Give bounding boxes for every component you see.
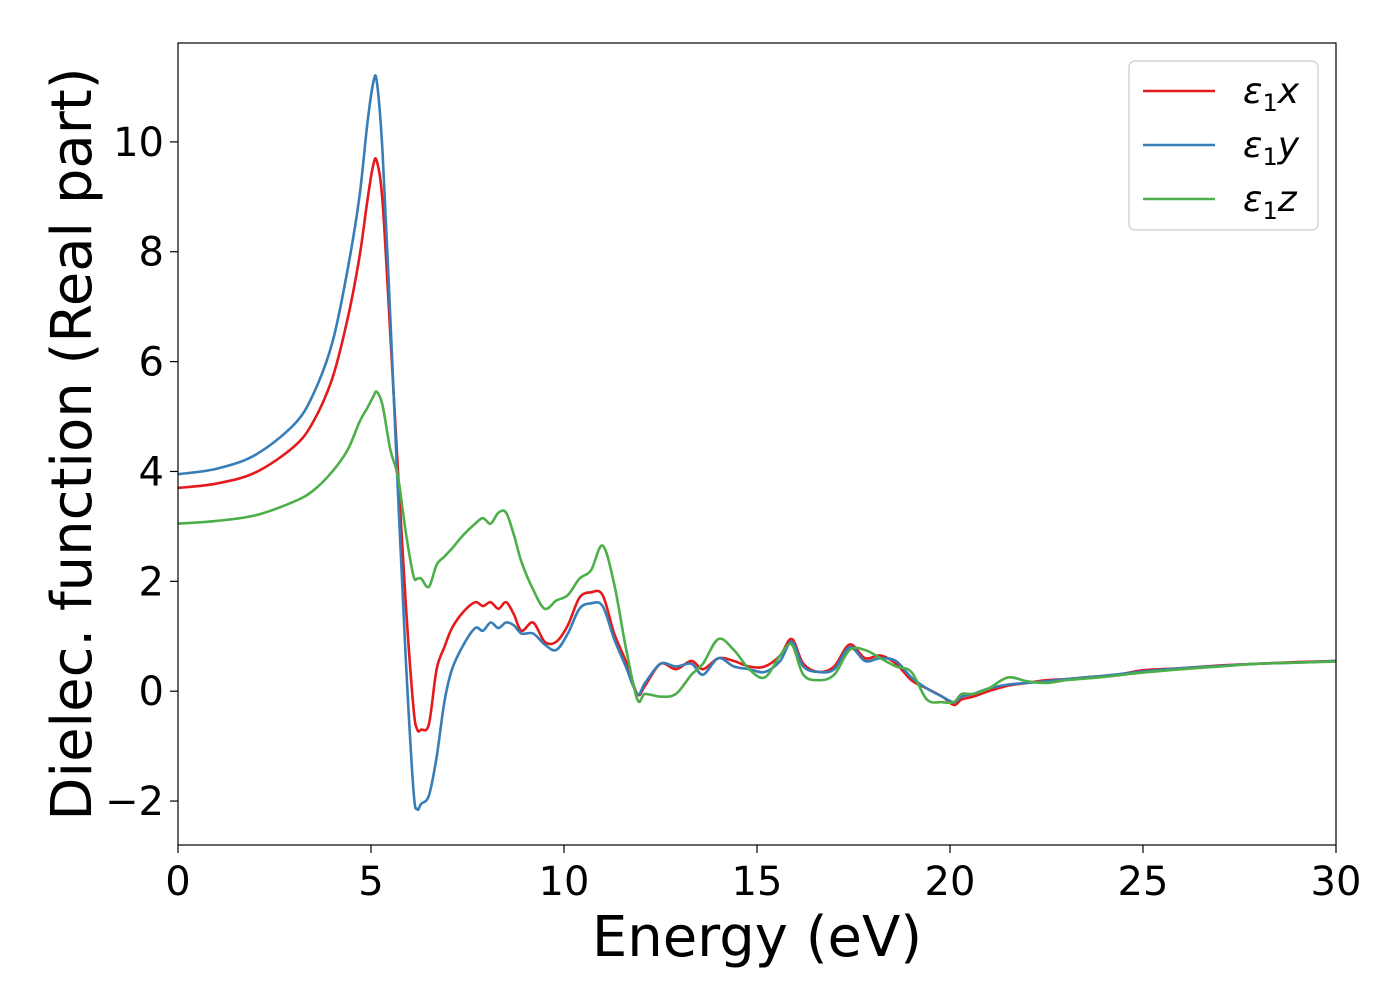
- x-tick-label: 25: [1118, 859, 1169, 905]
- x-tick-label: 5: [358, 859, 383, 905]
- y-tick-label: 10: [113, 120, 164, 166]
- y-axis-title: Dielec. function (Real part): [40, 67, 105, 820]
- y-tick-label: −2: [105, 779, 164, 825]
- x-axis: 0 5 10 15 20 25 30: [165, 845, 1361, 905]
- legend-item-x: ε1x: [1143, 71, 1300, 117]
- legend: ε1x ε1y ε1z: [1128, 60, 1319, 231]
- y-tick-label: 8: [139, 230, 164, 276]
- legend-box: [1128, 60, 1319, 231]
- legend-label: ε1y: [1243, 125, 1300, 171]
- x-tick-label: 30: [1311, 859, 1362, 905]
- series-layer: [178, 74, 1336, 812]
- y-tick-label: 4: [139, 449, 164, 495]
- x-tick-label: 15: [732, 859, 783, 905]
- legend-item-y: ε1y: [1143, 125, 1300, 171]
- y-axis: −2 0 2 4 6 8 10: [105, 120, 178, 825]
- legend-item-z: ε1z: [1143, 179, 1298, 225]
- y-tick-label: 2: [139, 559, 164, 605]
- x-tick-label: 0: [165, 859, 190, 905]
- y-tick-label: 0: [139, 669, 164, 715]
- y-tick-label: 6: [139, 340, 164, 386]
- legend-label: ε1z: [1243, 179, 1298, 225]
- x-tick-label: 20: [925, 859, 976, 905]
- series-line-z: [178, 390, 1336, 705]
- x-tick-label: 10: [539, 859, 590, 905]
- legend-label: ε1x: [1243, 71, 1300, 117]
- x-axis-title: Energy (eV): [592, 905, 922, 970]
